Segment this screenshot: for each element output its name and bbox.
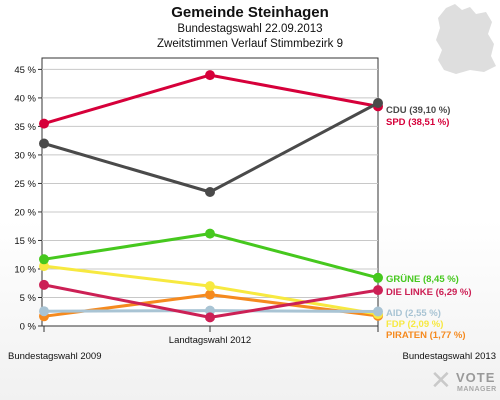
x-tick-label: Landtagswahl 2012	[169, 335, 251, 346]
data-point	[373, 285, 383, 296]
series-aid	[39, 305, 383, 317]
chart-title: Gemeinde Steinhagen	[171, 4, 329, 21]
y-tick-label: 25 %	[14, 179, 36, 190]
series-end-label: GRÜNE (8,45 %)	[386, 274, 459, 285]
y-tick-label: 40 %	[14, 93, 36, 104]
y-tick-label: 15 %	[14, 236, 36, 247]
y-axis: 0 % 5 % 10 % 15 % 20 % 25 % 30 % 35 % 40 % 45 %	[14, 65, 42, 333]
logo-mark-icon: ✕	[430, 365, 452, 395]
series-end-label: SPD (38,51 %)	[386, 117, 449, 128]
y-tick-label: 30 %	[14, 150, 36, 161]
chart-header: Gemeinde Steinhagen Bundestagswahl 22.09…	[0, 4, 500, 52]
data-point	[39, 254, 49, 265]
series-end-label: PIRATEN (1,77 %)	[386, 330, 466, 341]
data-point	[205, 187, 215, 197]
x-axis: Bundestagswahl 2009 Landtagswahl 2012 Bund…	[8, 326, 496, 362]
logo-word: VOTE	[456, 370, 496, 385]
data-point	[39, 118, 49, 129]
data-point	[39, 306, 49, 317]
data-point	[205, 289, 215, 300]
data-point	[373, 272, 383, 283]
series-end-label: DIE LINKE (6,29 %)	[386, 287, 472, 298]
series-end-label: CDU (39,10 %)	[386, 105, 450, 116]
data-point	[373, 306, 383, 317]
data-point	[205, 70, 215, 81]
data-point	[205, 312, 215, 323]
data-point	[373, 98, 383, 108]
data-point	[39, 138, 49, 149]
series-end-label: FDP (2,09 %)	[386, 319, 443, 330]
grid-lines	[42, 68, 378, 298]
x-tick-label: Bundestagswahl 2013	[403, 351, 497, 362]
series-gr-ne	[39, 228, 383, 283]
series-lines	[39, 70, 383, 323]
series-end-label: AID (2,55 %)	[386, 308, 441, 319]
chart-subtitle: Bundestagswahl 22.09.2013	[177, 23, 323, 35]
x-tick-label: Bundestagswahl 2009	[8, 351, 102, 362]
y-tick-label: 35 %	[14, 122, 36, 133]
y-tick-label: 10 %	[14, 264, 36, 275]
y-tick-label: 45 %	[14, 65, 36, 76]
series-die-linke	[39, 279, 383, 323]
y-tick-label: 20 %	[14, 207, 36, 218]
y-tick-label: 5 %	[20, 293, 37, 304]
y-tick-label: 0 %	[20, 322, 37, 333]
data-point	[205, 228, 215, 239]
series-cdu	[39, 98, 383, 197]
votemanager-logo: ✕ VOTE MANAGER	[424, 366, 500, 400]
logo-sub: MANAGER	[457, 386, 497, 393]
data-point	[39, 279, 49, 290]
data-point	[205, 281, 215, 292]
chart-subtitle-2: Zweitstimmen Verlauf Stimmbezirk 9	[157, 38, 343, 50]
series-end-labels: CDU (39,10 %)SPD (38,51 %) GRÜNE (8,45 %)…	[386, 105, 472, 341]
